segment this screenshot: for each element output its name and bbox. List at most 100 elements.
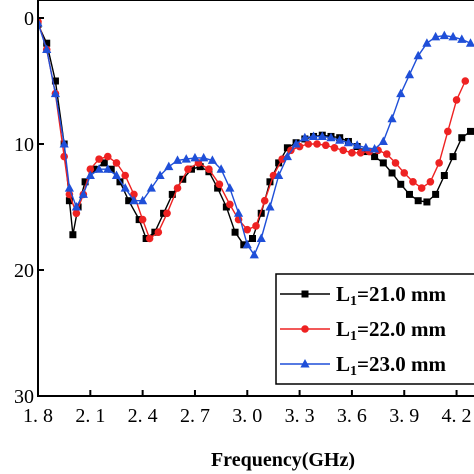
series-point [252,222,260,230]
series-point [461,77,470,85]
series-point [423,198,431,206]
series-point [199,152,209,162]
series-point [405,190,413,198]
series-point [371,153,379,161]
series-point [155,170,165,179]
series-point [274,170,284,179]
series-line [38,22,471,256]
series-point [282,151,292,161]
series-point [69,231,77,239]
series-point [95,155,103,163]
series-point [391,159,400,167]
series-point [65,197,73,205]
legend-item: L1=23.0 mm [280,352,446,379]
series-point [116,178,124,186]
series-point [214,184,222,192]
series-point [72,209,81,218]
axes-layer [37,0,474,397]
series-point [43,39,51,47]
series-point [120,183,130,192]
series-3 [38,18,474,259]
series-point [431,31,441,41]
series-point [257,209,265,217]
legend-item: L1=22.0 mm [280,317,446,344]
series-point [207,155,217,164]
y-tick-label: 20 [14,260,34,282]
series-point [125,197,133,205]
series-point [129,195,139,205]
series-point [426,178,435,186]
series-point [409,178,417,186]
series-point [432,190,440,198]
series-point [348,149,356,157]
series-point [278,155,286,163]
series-point [387,113,397,123]
x-tick-label: 3. 0 [232,405,262,427]
series-point [275,159,283,167]
x-tick-label: 3. 6 [337,405,367,427]
series-point [260,196,269,205]
legend-label: L1=22.0 mm [336,317,446,344]
series-point [222,203,230,211]
series-point [81,178,89,186]
series-point [388,169,396,177]
series-point [138,215,147,224]
series-point [60,152,68,161]
series-point [138,195,148,205]
series-point [86,165,95,173]
series-point [78,189,88,198]
series-point [317,131,327,140]
series-point [283,144,291,152]
series-point [112,159,121,167]
series-point [400,169,409,177]
x-tick-label: 2. 1 [75,405,105,427]
series-point [369,144,380,153]
series-point [413,50,423,60]
series-point [94,164,104,173]
series-point [216,164,226,173]
legend: L1=21.0 mm L1=22.0 mm L1=23.0 mm [275,273,474,385]
series-point [130,190,138,199]
series-point [50,88,61,98]
series-point [42,44,52,53]
series-point [256,233,266,242]
series-point [352,140,362,149]
series-point [111,170,122,179]
series-point [265,202,275,211]
y-tick-label: 30 [14,386,34,408]
series-point [397,180,405,188]
axes-frame [37,0,474,397]
series-point [422,38,432,47]
series-point [440,172,448,179]
series-point [435,159,443,167]
legend-marker [300,359,310,368]
series-point [379,159,387,167]
series-point [71,202,81,211]
x-tick-label: 4. 2 [442,405,472,427]
series-point [196,163,204,171]
series-point [231,228,239,236]
series-point [59,139,69,148]
series-point [103,164,113,173]
series-point [51,77,59,85]
series-point [417,184,426,192]
series-point [321,141,330,150]
series-point [181,154,191,163]
series-layer [38,17,474,259]
series-point [242,239,252,249]
series-point [172,155,183,164]
x-tick-label: 3. 9 [389,405,419,427]
series-point [439,30,449,40]
series-point [164,161,174,171]
series-point [383,150,391,158]
series-point [449,153,457,161]
series-point [467,127,474,135]
series-point [243,225,252,234]
series-point [163,209,171,218]
legend-marker [301,290,309,298]
tick-labels: 0 10 20 301. 8 2. 1 2. 4 2. 7 3. 0 3. 3 3. 6 3. 9 4… [14,8,472,427]
series-point [330,143,339,152]
y-tick-label: 10 [14,134,34,156]
series-point [184,165,192,173]
